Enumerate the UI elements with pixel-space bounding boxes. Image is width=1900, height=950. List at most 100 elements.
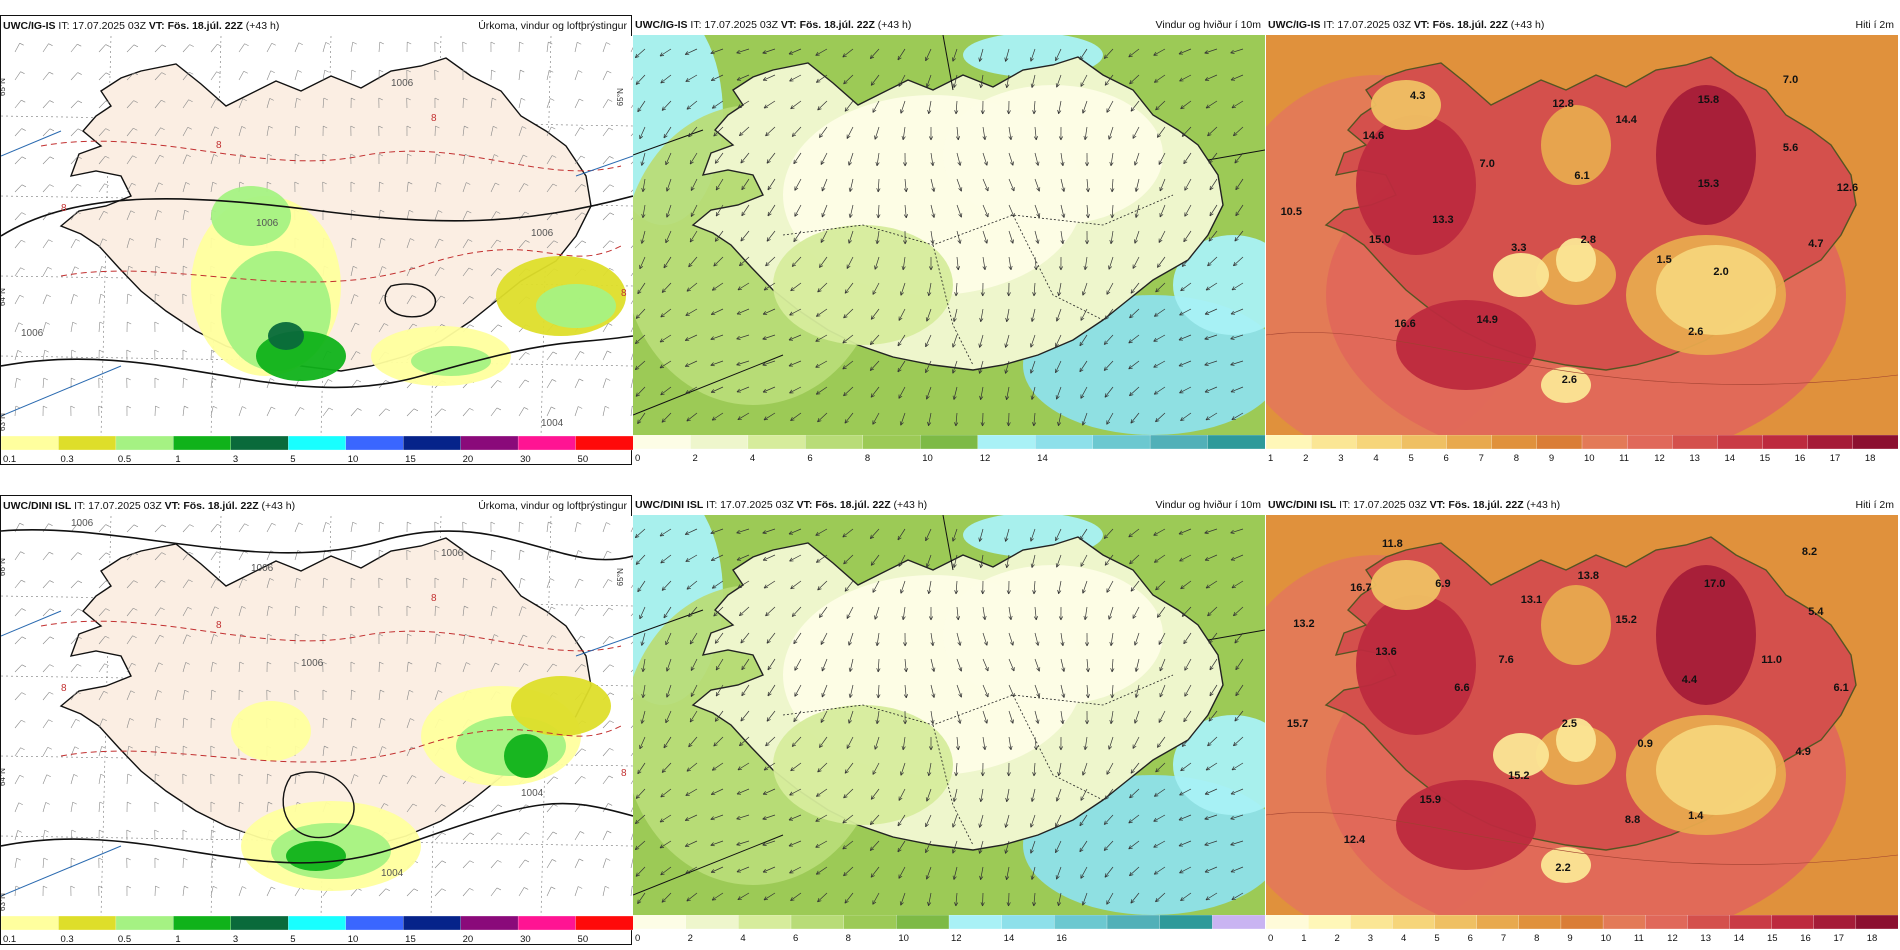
glacier-cold (1541, 367, 1591, 403)
colorbar-swatch (517, 916, 577, 931)
colorbar-swatch (115, 916, 175, 931)
pressure-label: 1006 (71, 518, 94, 529)
colorbar-swatch (230, 916, 289, 931)
model-name: UWC/DINI ISL (635, 499, 704, 511)
colorbar-label: 9 (1549, 453, 1554, 464)
colorbar-swatch (1581, 435, 1628, 450)
temp-value-label: 12.8 (1552, 98, 1573, 110)
colorbar-label: 3 (1338, 453, 1343, 464)
temp-value-label: 14.6 (1363, 130, 1384, 142)
temp-value-label: 11.0 (1761, 654, 1782, 666)
temp-value-label: 1.5 (1657, 254, 1672, 266)
colorbar-swatch (115, 436, 175, 451)
colorbar-label: 2 (1335, 933, 1340, 944)
field-title: Vindur og hviður í 10m (1155, 19, 1261, 31)
isobar-closed (282, 771, 355, 839)
temp-value-label: 6.9 (1435, 578, 1450, 590)
precip-area (536, 284, 616, 328)
temp-value-label: 1.4 (1688, 810, 1704, 822)
colorbar-swatch (58, 916, 117, 931)
colorbar-label: 4 (1401, 933, 1406, 944)
isobar-line (1, 195, 633, 237)
colorbar-swatch (1518, 915, 1562, 930)
colorbar-label: 14 (1724, 453, 1735, 464)
temp-value-label: 3.3 (1511, 242, 1526, 254)
colorbar-label: 10 (1584, 453, 1595, 464)
pressure-label: 1006 (441, 548, 464, 559)
colorbar-swatch (1560, 915, 1604, 930)
issue-time: IT: 17.07.2025 03Z (706, 499, 794, 511)
colorbar-label: 0.3 (60, 454, 73, 465)
glacier-cold (1541, 847, 1591, 883)
temp-value-label: 2.6 (1688, 326, 1703, 338)
model-name: UWC/IG-IS (1268, 19, 1321, 31)
colorbar-swatch (1813, 915, 1857, 930)
colorbar-label: 8 (865, 453, 870, 464)
colorbar-label: 0.1 (3, 454, 16, 465)
grid-label: 63°N (1, 413, 7, 431)
colorbar-swatch (1307, 915, 1351, 930)
isotherm-line (1266, 332, 1898, 385)
temp-value-label: 12.4 (1344, 834, 1366, 846)
temp-value-label: 6.1 (1574, 170, 1589, 182)
colorbar: 0.1 0.3 0.5 1 3 5 10 15 20 30 50 (1, 916, 633, 945)
colorbar-swatch (862, 435, 921, 450)
colorbar-swatch (1717, 435, 1764, 450)
panel-wind-dini: UWC/DINI ISL IT: 17.07.2025 03Z VT: Fös.… (633, 495, 1265, 945)
colorbar-label: 18 (1867, 933, 1878, 944)
colorbar-swatch (738, 915, 792, 930)
colorbar: 1 2 3 4 5 6 7 8 9 10 11 12 13 14 15 16 17 18 (1266, 435, 1898, 464)
temp-value-label: 15.2 (1616, 614, 1637, 626)
colorbar-label: 10 (922, 453, 933, 464)
lead-time: (+43 h) (245, 20, 280, 32)
valid-time: VT: Fös. 18.júl. 22Z (780, 19, 875, 31)
colorbar-label: 14 (1734, 933, 1745, 944)
wind-arrows (634, 48, 1244, 427)
colorbar-label: 2 (688, 933, 693, 944)
colorbar-label: 12 (951, 933, 962, 944)
map-area (633, 35, 1265, 435)
colorbar-swatch (1602, 915, 1646, 930)
colorbar-swatch (1001, 915, 1055, 930)
colorbar-label: 0 (635, 933, 640, 944)
colorbar-swatch (1106, 915, 1161, 930)
grid-label: 65°N (616, 568, 625, 586)
map-area: 1006 1006 1006 1006 1004 1004 8 8 8 8 66°N 65°N 64°N… (1, 516, 633, 916)
field-title: Vindur og hviður í 10m (1155, 499, 1261, 511)
isotherm-label: 8 (431, 593, 437, 604)
temp-zone-cool (1371, 560, 1441, 610)
pressure-label: 1004 (381, 868, 404, 879)
colorbar-swatch (1212, 915, 1265, 930)
colorbar-label: 5 (1434, 933, 1439, 944)
isotherm-label: 8 (61, 203, 67, 214)
colorbar-swatch (633, 435, 692, 450)
field-title: Úrkoma, vindur og loftþrýstingur (478, 20, 627, 32)
colorbar-label: 1 (175, 454, 180, 465)
colorbar-swatch (1762, 435, 1809, 450)
map-area: 11.8 16.7 6.9 13.1 13.8 17.0 8.2 5.4 15.2 13.2 13.… (1266, 515, 1898, 915)
colorbar-label: 4 (1373, 453, 1378, 464)
colorbar-label: 5 (290, 454, 295, 465)
colorbar-swatch (843, 915, 897, 930)
temp-value-label: 15.8 (1698, 94, 1719, 106)
region-border (782, 674, 1174, 726)
temp-zone-warm (1396, 300, 1536, 390)
colorbar-label: 6 (793, 933, 798, 944)
temp-zone-warm (1656, 85, 1756, 225)
colorbar-swatch (1350, 915, 1394, 930)
region-border (782, 194, 1174, 246)
colorbar-label: 13 (1700, 933, 1711, 944)
glacier-cold (1656, 245, 1776, 335)
colorbar-label: 10 (1601, 933, 1612, 944)
panel-header: UWC/DINI ISL IT: 17.07.2025 03Z VT: Fös.… (633, 495, 1265, 515)
field-title: Hiti í 2m (1855, 19, 1894, 31)
colorbar-swatch (1645, 915, 1688, 930)
colorbar-swatch (1035, 435, 1094, 450)
temp-value-label: 15.2 (1508, 770, 1529, 782)
colorbar-swatch (345, 916, 404, 931)
isotherm-line (40, 620, 622, 652)
colorbar-swatch (345, 436, 404, 451)
colorbar-label: 10 (348, 454, 359, 465)
colorbar-swatch (1687, 915, 1731, 930)
colorbar: 0 1 2 3 4 5 6 7 8 9 10 11 12 13 14 15 16 17 18 (1266, 915, 1898, 944)
